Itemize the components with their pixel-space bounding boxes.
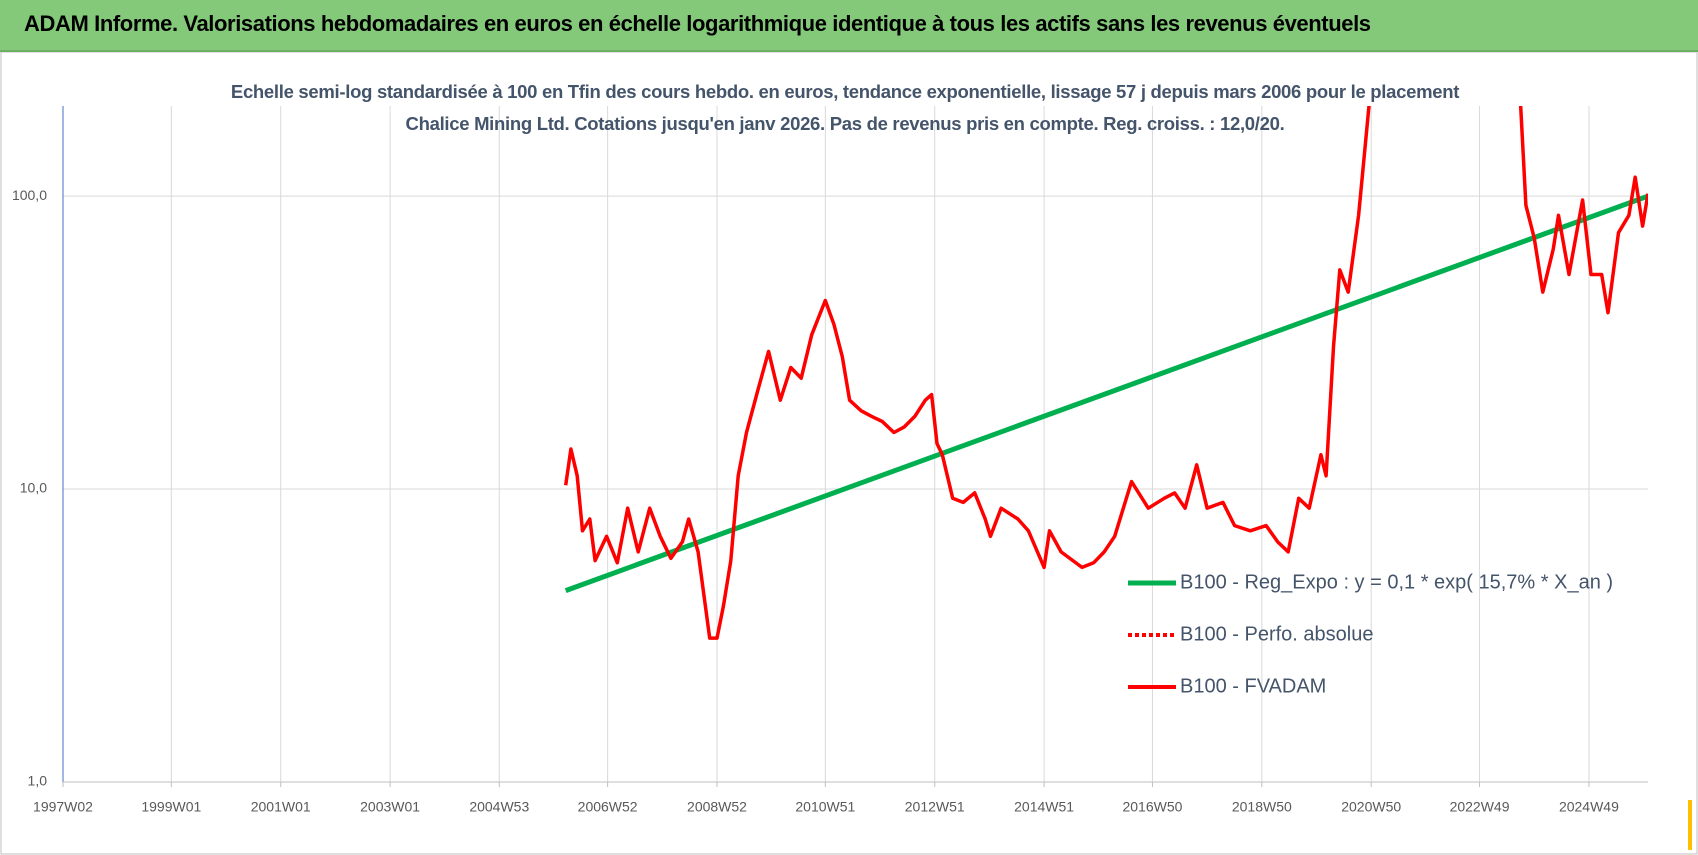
- y-tick-label: 100,0: [12, 187, 47, 203]
- x-tick-label: 2014W51: [1014, 799, 1074, 815]
- chart-title: ADAM Informe. Valorisations hebdomadaire…: [24, 11, 1371, 36]
- x-tick-label: 2022W49: [1450, 799, 1510, 815]
- corner: [1688, 800, 1692, 850]
- legend-label: B100 - Perfo. absolue: [1180, 623, 1373, 645]
- x-tick-label: 2010W51: [795, 799, 855, 815]
- x-tick-label: 2004W53: [469, 799, 529, 815]
- y-tick-label: 1,0: [28, 773, 48, 789]
- frame: [0, 51, 1698, 855]
- chart-subtitle: Echelle semi-log standardisée à 100 en T…: [230, 81, 1460, 134]
- plot: [563, 106, 1648, 640]
- x-tick-label: 1999W01: [141, 799, 201, 815]
- x-tick-label: 2016W50: [1122, 799, 1182, 815]
- x-tick-label: 2024W49: [1559, 799, 1619, 815]
- x-tick-label: 2012W51: [905, 799, 965, 815]
- series-line: [563, 106, 1648, 640]
- header: ADAM Informe. Valorisations hebdomadaire…: [0, 0, 1698, 52]
- series-line: [564, 193, 1648, 593]
- x-tick-label: 2006W52: [578, 799, 638, 815]
- legend-label: B100 - FVADAM: [1180, 675, 1326, 697]
- y-tick-label: 10,0: [20, 480, 47, 496]
- x-tick-label: 2001W01: [251, 799, 311, 815]
- legend-label: B100 - Reg_Expo : y = 0,1 * exp( 15,7% *…: [1180, 571, 1613, 593]
- x-tick-label: 2020W50: [1341, 799, 1401, 815]
- x-tick-label: 2018W50: [1232, 799, 1292, 815]
- x-tick-label: 2003W01: [360, 799, 420, 815]
- x-tick-label: 2008W52: [687, 799, 747, 815]
- x-tick-label: 1997W02: [33, 799, 93, 815]
